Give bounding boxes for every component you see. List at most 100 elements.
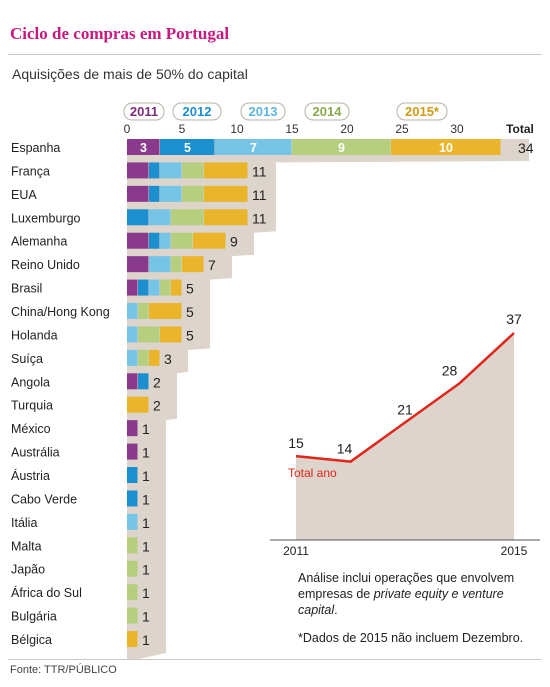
bar-segment	[215, 139, 292, 155]
bar-segment	[171, 232, 193, 249]
x-tick-label: 25	[395, 122, 409, 136]
category-label: França	[11, 164, 50, 178]
bar-segment	[127, 303, 138, 320]
bar-segment	[160, 139, 215, 155]
x-tick-label: 5	[179, 122, 186, 136]
total-value-label: 1	[142, 538, 150, 554]
total-value-label: 1	[142, 585, 150, 601]
total-value-label: 11	[252, 210, 267, 226]
source-note: Fonte: TTR/PÚBLICO	[10, 664, 117, 676]
bar-segment	[127, 537, 138, 554]
bar-segment	[127, 326, 138, 343]
category-label: Cabo Verde	[11, 492, 77, 506]
bar-segment	[127, 443, 138, 460]
total-line	[295, 332, 515, 463]
category-label: Reino Unido	[11, 258, 80, 272]
legend-pill	[240, 102, 286, 121]
bar-segment	[138, 303, 149, 320]
bar-segment	[127, 513, 138, 530]
bar-segment	[149, 256, 171, 273]
category-label: Suíça	[11, 352, 43, 366]
category-label: Austrália	[11, 446, 60, 460]
bar-segment	[127, 396, 149, 413]
legend-label: 2012	[183, 104, 212, 119]
total-value-label: 1	[142, 609, 150, 625]
total-header: Total	[506, 122, 534, 136]
note-line-2a: empresas de	[298, 587, 374, 601]
category-label: Malta	[11, 539, 42, 553]
category-label: Bélgica	[11, 633, 52, 647]
x-tick-label: 30	[450, 122, 464, 136]
bar-segment	[204, 162, 248, 179]
area-value-label: 28	[442, 362, 458, 378]
x-tick-label: 20	[340, 122, 354, 136]
total-value-label: 11	[252, 163, 267, 179]
note-line-3: capital	[298, 603, 335, 617]
segment-value-label: 10	[439, 141, 453, 155]
bar-segment	[182, 256, 204, 273]
bar-segment	[149, 209, 171, 226]
note-line-2b: private equity e venture	[373, 587, 504, 601]
bar-segment	[127, 560, 138, 577]
bar-segment	[171, 279, 182, 296]
area-x-tick: 2011	[283, 544, 309, 558]
total-value-label: 1	[142, 632, 150, 648]
bar-segment	[193, 232, 226, 249]
total-value-label: 5	[186, 281, 194, 297]
bar-segment	[127, 279, 138, 296]
bar-segment	[127, 185, 149, 202]
total-value-label: 2	[153, 374, 161, 390]
bar-segment	[149, 279, 160, 296]
x-tick-label: 15	[285, 122, 299, 136]
category-label: Luxemburgo	[11, 211, 81, 225]
bar-segment	[149, 185, 160, 202]
total-value-label: 1	[142, 491, 150, 507]
legend-pill	[172, 102, 222, 121]
note-line-1: Análise inclui operações que envolvem	[298, 571, 515, 585]
bar-segment	[204, 209, 248, 226]
bar-segment	[149, 303, 182, 320]
x-axis: 0 5 10 15 20 25 30 Total	[124, 122, 534, 136]
bar-segment	[149, 232, 160, 249]
category-label: Bulgária	[11, 610, 57, 624]
bar-segment	[149, 162, 160, 179]
note-line-3b: .	[334, 603, 338, 617]
bar-segment	[292, 139, 391, 155]
category-label: México	[11, 422, 51, 436]
bar-segment	[127, 162, 149, 179]
category-label: Itália	[11, 516, 37, 530]
legend-pill	[396, 102, 448, 121]
bar-segment	[127, 467, 138, 484]
total-value-label: 1	[142, 515, 150, 531]
bar-segment	[149, 349, 160, 366]
total-value-label: 9	[230, 234, 238, 250]
bar-segment	[160, 185, 182, 202]
total-value-label: 1	[142, 421, 150, 437]
title-divider	[8, 54, 542, 55]
category-label: África do Sul	[11, 585, 82, 600]
bar-segment	[160, 326, 182, 343]
chart-title: Ciclo de compras em Portugal	[10, 24, 230, 43]
annual-total-area-chart: 15 14 21 28 37 Total ano 2011 2015	[270, 311, 540, 558]
bar-segment	[391, 139, 501, 155]
total-value-label: 3	[164, 351, 172, 367]
bar-segment	[160, 279, 171, 296]
bar-segment	[127, 209, 149, 226]
area-value-label: 37	[506, 311, 522, 327]
bar-segment	[171, 256, 182, 273]
total-value-label: 1	[142, 468, 150, 484]
bar-segment	[160, 232, 171, 249]
bar-segment	[127, 349, 138, 366]
total-value-label: 7	[208, 257, 216, 273]
year-legend: 2011 2012 2013 2014 2015*	[123, 102, 448, 121]
bar-layer	[127, 139, 501, 648]
total-value-label: 2	[153, 398, 161, 414]
legend-label: 2014	[313, 104, 343, 119]
segment-value-label: 7	[250, 141, 257, 155]
footer-divider	[8, 659, 542, 660]
total-value-label: 5	[186, 304, 194, 320]
bar-segment	[127, 256, 149, 273]
area-x-tick: 2015	[501, 544, 528, 558]
legend-label: 2015*	[405, 104, 440, 119]
category-label: Holanda	[11, 328, 58, 342]
